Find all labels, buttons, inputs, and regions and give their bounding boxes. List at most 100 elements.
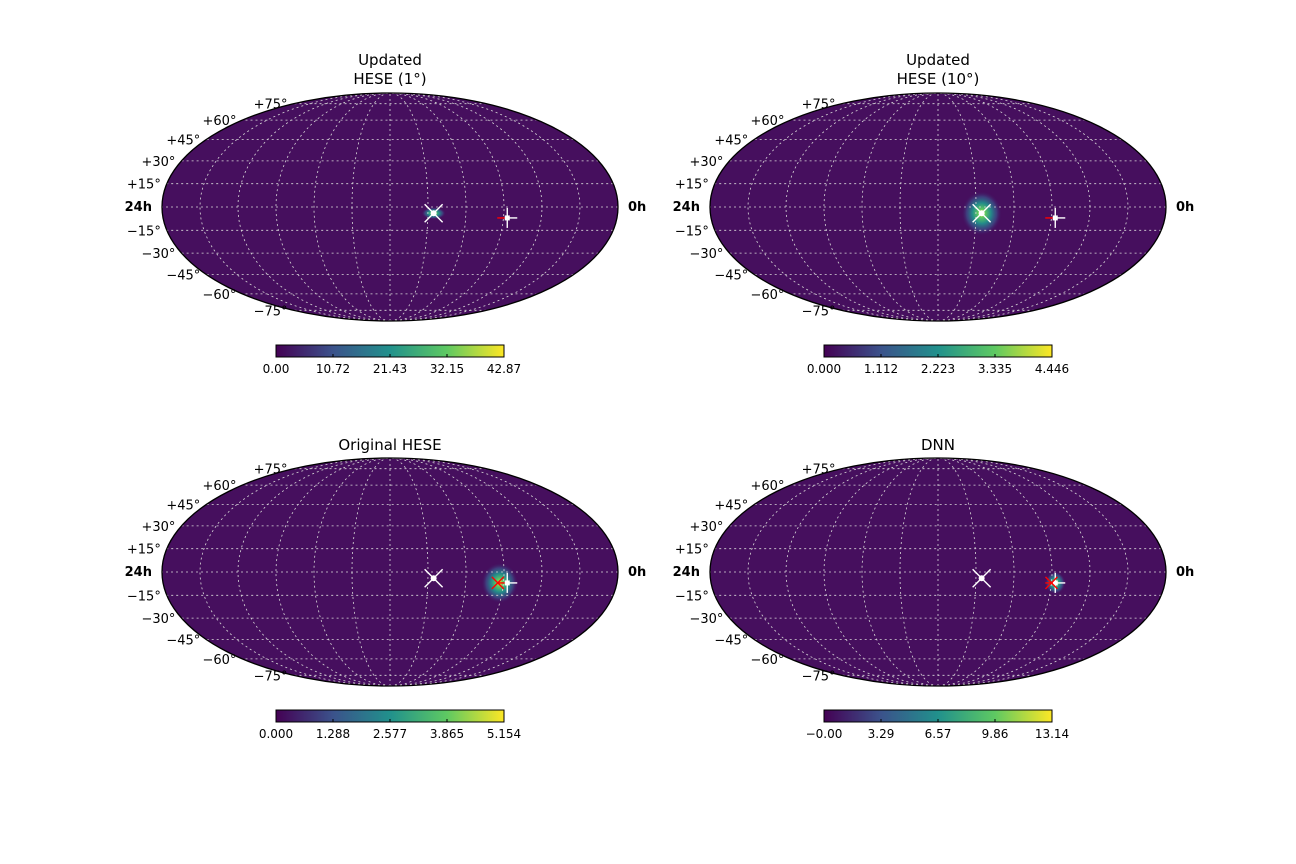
best-fit-red-x-marker xyxy=(491,576,505,590)
colorbar-tick-label: 3.865 xyxy=(430,727,464,741)
dec-tick-label: −15° xyxy=(675,589,709,604)
sky-map-panel-4: DNN +75° +60°+45° +30° +15° −15° −30° −45°−60° −… xyxy=(673,436,1195,741)
dec-tick-label: −60° xyxy=(203,288,237,303)
panel-title: HESE (1°) xyxy=(353,70,426,88)
dec-tick-label: −75° xyxy=(254,304,288,319)
dec-tick-label: −45° xyxy=(166,633,200,648)
dec-tick-label: −30° xyxy=(141,247,175,262)
ra-gridline xyxy=(823,457,939,687)
ra-gridline xyxy=(899,457,939,687)
colorbar-tick-label: 10.72 xyxy=(316,362,350,376)
colorbar-tick-label: 3.335 xyxy=(978,362,1012,376)
colorbar-tick-label: 42.87 xyxy=(487,362,521,376)
sky-background xyxy=(710,93,1166,321)
dec-tick-label: +75° xyxy=(802,98,836,113)
colorbar-tick-label: 2.577 xyxy=(373,727,407,741)
dec-tick-label: −15° xyxy=(127,224,161,239)
ra-right-label: 0h xyxy=(628,565,646,580)
ra-gridline xyxy=(937,92,1053,322)
source-plus-marker xyxy=(1045,207,1066,228)
dec-tick-label: −15° xyxy=(675,224,709,239)
dec-tick-label: +45° xyxy=(714,134,748,149)
ra-left-label: 24h xyxy=(673,565,700,580)
colorbar-tick-label: 0.000 xyxy=(259,727,293,741)
ra-gridline xyxy=(937,92,1091,322)
ra-gridline xyxy=(275,92,391,322)
sky-background xyxy=(710,458,1166,686)
ra-gridline xyxy=(313,457,391,687)
ra-gridline xyxy=(861,92,939,322)
colorbar-tick-label: 4.446 xyxy=(1035,362,1069,376)
colorbar-tick-label: 21.43 xyxy=(373,362,407,376)
ra-gridline xyxy=(275,457,391,687)
event-x-marker xyxy=(424,568,444,588)
dec-tick-label: +45° xyxy=(714,499,748,514)
panel-title: Original HESE xyxy=(338,436,441,454)
dec-tick-label: +30° xyxy=(689,155,723,170)
source-plus-marker xyxy=(1045,572,1066,593)
dec-tick-label: +75° xyxy=(254,463,288,478)
dec-tick-label: −60° xyxy=(751,288,785,303)
dec-tick-label: +60° xyxy=(203,114,237,129)
colorbar-tick-label: −0.00 xyxy=(806,727,843,741)
colorbar-tick-label: 5.154 xyxy=(487,727,521,741)
colorbar-tick-label: 3.29 xyxy=(868,727,895,741)
dec-tick-label: +60° xyxy=(751,114,785,129)
dec-tick-label: +30° xyxy=(141,520,175,535)
dec-tick-label: −45° xyxy=(714,268,748,283)
event-x-marker xyxy=(972,203,992,223)
dec-tick-label: −30° xyxy=(689,612,723,627)
ra-gridline xyxy=(313,92,391,322)
dec-tick-label: +60° xyxy=(203,479,237,494)
dec-tick-label: +75° xyxy=(254,98,288,113)
event-x-marker xyxy=(972,568,992,588)
colorbar-tick-label: 1.288 xyxy=(316,727,350,741)
ra-left-label: 24h xyxy=(125,565,152,580)
dec-tick-label: −60° xyxy=(203,653,237,668)
dec-tick-label: +15° xyxy=(127,178,161,193)
map-outline xyxy=(161,92,619,322)
dec-tick-label: +30° xyxy=(689,520,723,535)
ra-gridline xyxy=(389,92,505,322)
sky-map-panel-3: Original HESE +75° +60°+45° +30° +15° −15° −30… xyxy=(125,436,647,741)
panel-title: HESE (10°) xyxy=(897,70,980,88)
ra-gridline xyxy=(899,92,939,322)
ra-gridline xyxy=(861,457,939,687)
ra-gridline xyxy=(937,457,1091,687)
map-outline xyxy=(161,457,619,687)
colorbar: 0.000 1.288 2.577 3.865 5.154 xyxy=(259,709,521,741)
colorbar-tick-label: 9.86 xyxy=(982,727,1009,741)
ra-gridline xyxy=(937,457,1053,687)
ra-gridline xyxy=(389,92,467,322)
dec-tick-label: −30° xyxy=(141,612,175,627)
colorbar: 0.00 10.72 21.43 32.15 42.87 xyxy=(263,344,521,376)
colorbar-tick-label: 13.14 xyxy=(1035,727,1069,741)
ra-gridline xyxy=(389,457,467,687)
dec-tick-label: −75° xyxy=(254,669,288,684)
colorbar-tick-label: 1.112 xyxy=(864,362,898,376)
dec-tick-label: −15° xyxy=(127,589,161,604)
colorbar-tick-label: 2.223 xyxy=(921,362,955,376)
dec-tick-label: −75° xyxy=(802,669,836,684)
ra-gridline xyxy=(785,92,939,322)
map-outline xyxy=(709,457,1167,687)
ra-gridline xyxy=(937,92,1015,322)
sky-background xyxy=(162,458,618,686)
ra-gridline xyxy=(389,92,543,322)
panel-title: Updated xyxy=(358,51,422,69)
dec-tick-label: +75° xyxy=(802,463,836,478)
panel-title: DNN xyxy=(921,436,955,454)
sky-background xyxy=(162,93,618,321)
dec-tick-label: −75° xyxy=(802,304,836,319)
colorbar: 0.000 1.112 2.223 3.335 4.446 xyxy=(807,344,1069,376)
ra-left-label: 24h xyxy=(125,200,152,215)
source-plus-marker xyxy=(497,572,518,593)
ra-gridline xyxy=(823,92,939,322)
ra-gridline xyxy=(389,457,505,687)
ra-right-label: 0h xyxy=(628,200,646,215)
dec-tick-label: +60° xyxy=(751,479,785,494)
ra-gridline xyxy=(351,457,391,687)
